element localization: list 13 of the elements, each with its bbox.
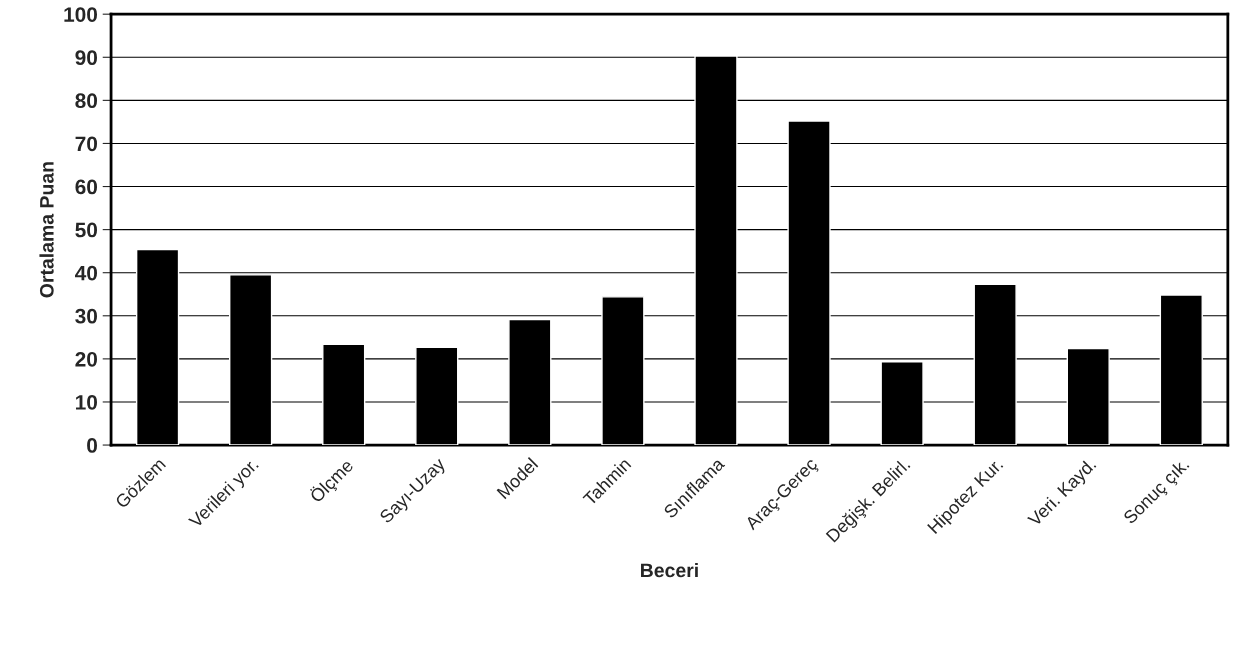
y-tick-label: 0 (87, 438, 98, 453)
y-tick-label: 60 (75, 179, 98, 195)
y-tick-label: 30 (75, 308, 98, 324)
y-tick-label: 20 (75, 351, 98, 367)
y-tick-label: 90 (75, 50, 98, 66)
y-tick-label: 10 (76, 394, 98, 410)
x-axis-title: Beceri (641, 562, 698, 578)
y-axis-title: Ortalama Puan (39, 162, 54, 298)
y-tick-label: 70 (75, 136, 98, 152)
y-tick-label: 40 (75, 265, 98, 281)
y-tick-label: 50 (75, 222, 98, 238)
y-tick-label: 100 (64, 7, 98, 22)
y-tick-label: 80 (75, 93, 98, 109)
